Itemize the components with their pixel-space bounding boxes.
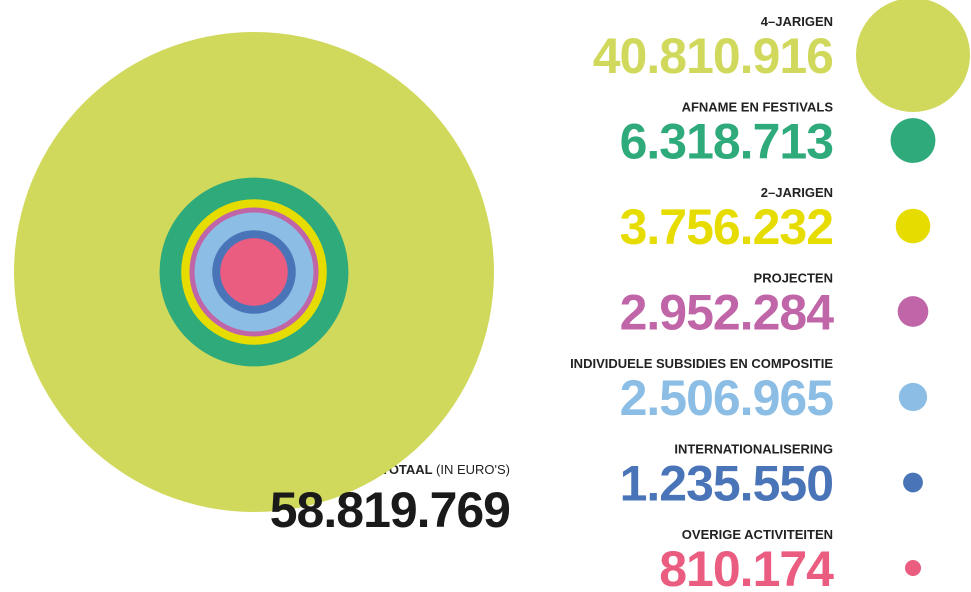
legend-label: 4–JARIGEN — [761, 14, 833, 29]
value-label: 40.810.916 — [593, 28, 833, 84]
value-label: 2.506.965 — [620, 370, 834, 426]
legend-circle — [897, 296, 929, 327]
legend-circle — [898, 382, 928, 412]
total-unit: (IN EURO'S) — [436, 462, 510, 477]
value-label: 810.174 — [659, 541, 834, 592]
legend-circle — [895, 208, 931, 244]
legend-circle — [904, 559, 922, 577]
value-label: 1.235.550 — [620, 456, 833, 512]
legend-label: OVERIGE ACTIVITEITEN — [682, 527, 833, 542]
legend-label: PROJECTEN — [754, 271, 833, 286]
value-label: 3.756.232 — [620, 199, 833, 255]
legend-label: 2–JARIGEN — [761, 185, 833, 200]
legend-circle — [856, 0, 970, 112]
legend-label: AFNAME EN FESTIVALS — [682, 100, 834, 115]
legend-label: INTERNATIONALISERING — [674, 442, 833, 457]
total-heading: TOTAAL (IN EURO'S) — [381, 462, 510, 477]
total-value: 58.819.769 — [270, 482, 510, 538]
nested-circle — [220, 238, 288, 306]
value-label: 2.952.284 — [620, 285, 835, 341]
value-label: 6.318.713 — [620, 114, 833, 170]
legend-circle — [890, 118, 936, 163]
legend-label: INDIVIDUELE SUBSIDIES EN COMPOSITIE — [570, 356, 833, 371]
legend-circle — [903, 472, 923, 493]
